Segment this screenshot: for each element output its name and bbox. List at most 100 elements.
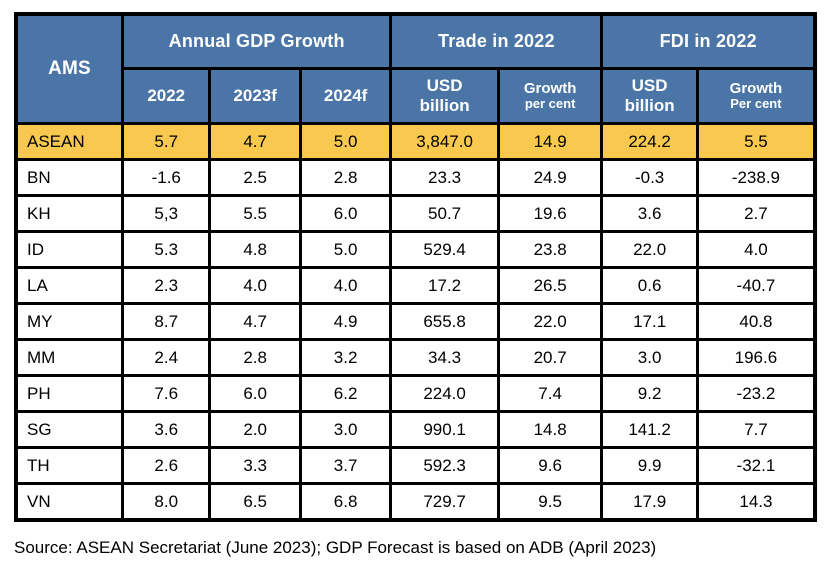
header-gdp-2023f: 2023f xyxy=(208,67,302,125)
data-cell: 4.7 xyxy=(208,302,302,341)
table-row: MY 8.7 4.7 4.9 655.8 22.0 17.1 40.8 xyxy=(14,302,817,341)
data-cell: 5.7 xyxy=(121,122,212,161)
data-cell: 3.7 xyxy=(298,446,393,485)
data-cell: 14.3 xyxy=(695,482,817,522)
header-trade-usd: USD billion xyxy=(389,67,500,125)
data-cell: 26.5 xyxy=(496,266,604,305)
data-cell: 729.7 xyxy=(389,482,500,522)
data-cell: 5.0 xyxy=(298,122,393,161)
source-note: Source: ASEAN Secretariat (June 2023); G… xyxy=(14,538,657,557)
ams-cell: LA xyxy=(14,266,125,305)
data-cell: 9.6 xyxy=(496,446,604,485)
table-row: ID 5.3 4.8 5.0 529.4 23.8 22.0 4.0 xyxy=(14,230,817,269)
table-header: AMS Annual GDP Growth Trade in 2022 FDI … xyxy=(14,12,817,125)
data-cell: 3.0 xyxy=(298,410,393,449)
data-cell: -40.7 xyxy=(695,266,817,305)
data-cell: 2.3 xyxy=(121,266,212,305)
data-cell: 2.8 xyxy=(298,158,393,197)
data-cell: 5.5 xyxy=(208,194,302,233)
header-line: USD xyxy=(631,76,668,96)
data-cell: -238.9 xyxy=(695,158,817,197)
table-row: SG 3.6 2.0 3.0 990.1 14.8 141.2 7.7 xyxy=(14,410,817,449)
data-cell: 4.7 xyxy=(208,122,302,161)
table-row: LA 2.3 4.0 4.0 17.2 26.5 0.6 -40.7 xyxy=(14,266,817,305)
data-cell: 4.0 xyxy=(695,230,817,269)
data-cell: 8.7 xyxy=(121,302,212,341)
table-row-asean-total: ASEAN 5.7 4.7 5.0 3,847.0 14.9 224.2 5.5 xyxy=(14,122,817,161)
data-cell: 34.3 xyxy=(389,338,500,377)
data-cell: -23.2 xyxy=(695,374,817,413)
data-cell: 14.9 xyxy=(496,122,604,161)
data-cell: 19.6 xyxy=(496,194,604,233)
data-cell: 2.8 xyxy=(208,338,302,377)
data-cell: 2.5 xyxy=(208,158,302,197)
data-cell: 23.8 xyxy=(496,230,604,269)
data-cell: 3.3 xyxy=(208,446,302,485)
data-cell: 7.7 xyxy=(695,410,817,449)
table-row: KH 5,3 5.5 6.0 50.7 19.6 3.6 2.7 xyxy=(14,194,817,233)
data-cell: 3.2 xyxy=(298,338,393,377)
header-sub-row: 2022 2023f 2024f USD billion Growth per … xyxy=(16,67,817,125)
data-cell: -0.3 xyxy=(600,158,699,197)
header-fdi-growth: Growth Per cent xyxy=(695,67,817,125)
data-cell: 17.9 xyxy=(600,482,699,522)
data-cell: 5.3 xyxy=(121,230,212,269)
header-group-trade: Trade in 2022 xyxy=(389,12,604,70)
data-cell: 2.0 xyxy=(208,410,302,449)
data-cell: 5.5 xyxy=(695,122,817,161)
data-cell: 5,3 xyxy=(121,194,212,233)
data-cell: 20.7 xyxy=(496,338,604,377)
table-row: PH 7.6 6.0 6.2 224.0 7.4 9.2 -23.2 xyxy=(14,374,817,413)
data-cell: 7.4 xyxy=(496,374,604,413)
data-cell: 592.3 xyxy=(389,446,500,485)
data-cell: 6.8 xyxy=(298,482,393,522)
data-cell: 17.2 xyxy=(389,266,500,305)
data-cell: 7.6 xyxy=(121,374,212,413)
data-cell: 4.0 xyxy=(298,266,393,305)
header-group-fdi: FDI in 2022 xyxy=(600,12,817,70)
header-group-row: AMS Annual GDP Growth Trade in 2022 FDI … xyxy=(14,12,817,125)
data-cell: 3.6 xyxy=(121,410,212,449)
data-cell: 22.0 xyxy=(496,302,604,341)
data-cell: 2.7 xyxy=(695,194,817,233)
asean-statistics-table-wrap: AMS Annual GDP Growth Trade in 2022 FDI … xyxy=(14,12,817,522)
data-cell: 196.6 xyxy=(695,338,817,377)
table-row: BN -1.6 2.5 2.8 23.3 24.9 -0.3 -238.9 xyxy=(14,158,817,197)
header-line: billion xyxy=(624,96,675,115)
table-row: VN 8.0 6.5 6.8 729.7 9.5 17.9 14.3 xyxy=(14,482,817,522)
data-cell: 6.0 xyxy=(298,194,393,233)
ams-cell: TH xyxy=(14,446,125,485)
data-cell: 0.6 xyxy=(600,266,699,305)
data-cell: 6.2 xyxy=(298,374,393,413)
data-cell: 5.0 xyxy=(298,230,393,269)
data-cell: 17.1 xyxy=(600,302,699,341)
data-cell: 24.9 xyxy=(496,158,604,197)
data-cell: 3.0 xyxy=(600,338,699,377)
data-cell: 9.9 xyxy=(600,446,699,485)
table-body: ASEAN 5.7 4.7 5.0 3,847.0 14.9 224.2 5.5 BN -1.6 2… xyxy=(14,122,817,522)
header-trade-growth: Growth per cent xyxy=(496,67,604,125)
data-cell: 990.1 xyxy=(389,410,500,449)
header-fdi-usd: USD billion xyxy=(600,67,699,125)
data-cell: 4.8 xyxy=(208,230,302,269)
table-row: TH 2.6 3.3 3.7 592.3 9.6 9.9 -32.1 xyxy=(14,446,817,485)
data-cell: 23.3 xyxy=(389,158,500,197)
data-cell: 50.7 xyxy=(389,194,500,233)
header-group-gdp: Annual GDP Growth xyxy=(121,12,393,70)
ams-cell: BN xyxy=(14,158,125,197)
header-line: per cent xyxy=(524,96,576,112)
ams-cell: MM xyxy=(14,338,125,377)
ams-cell: ASEAN xyxy=(14,122,125,161)
data-cell: 141.2 xyxy=(600,410,699,449)
header-line: billion xyxy=(419,96,470,115)
data-cell: 22.0 xyxy=(600,230,699,269)
table-row: MM 2.4 2.8 3.2 34.3 20.7 3.0 196.6 xyxy=(14,338,817,377)
ams-cell: VN xyxy=(14,482,125,522)
data-cell: 9.2 xyxy=(600,374,699,413)
data-cell: 655.8 xyxy=(389,302,500,341)
data-cell: -32.1 xyxy=(695,446,817,485)
data-cell: -1.6 xyxy=(121,158,212,197)
header-gdp-2024f: 2024f xyxy=(298,67,393,125)
asean-statistics-table: AMS Annual GDP Growth Trade in 2022 FDI … xyxy=(14,12,817,522)
